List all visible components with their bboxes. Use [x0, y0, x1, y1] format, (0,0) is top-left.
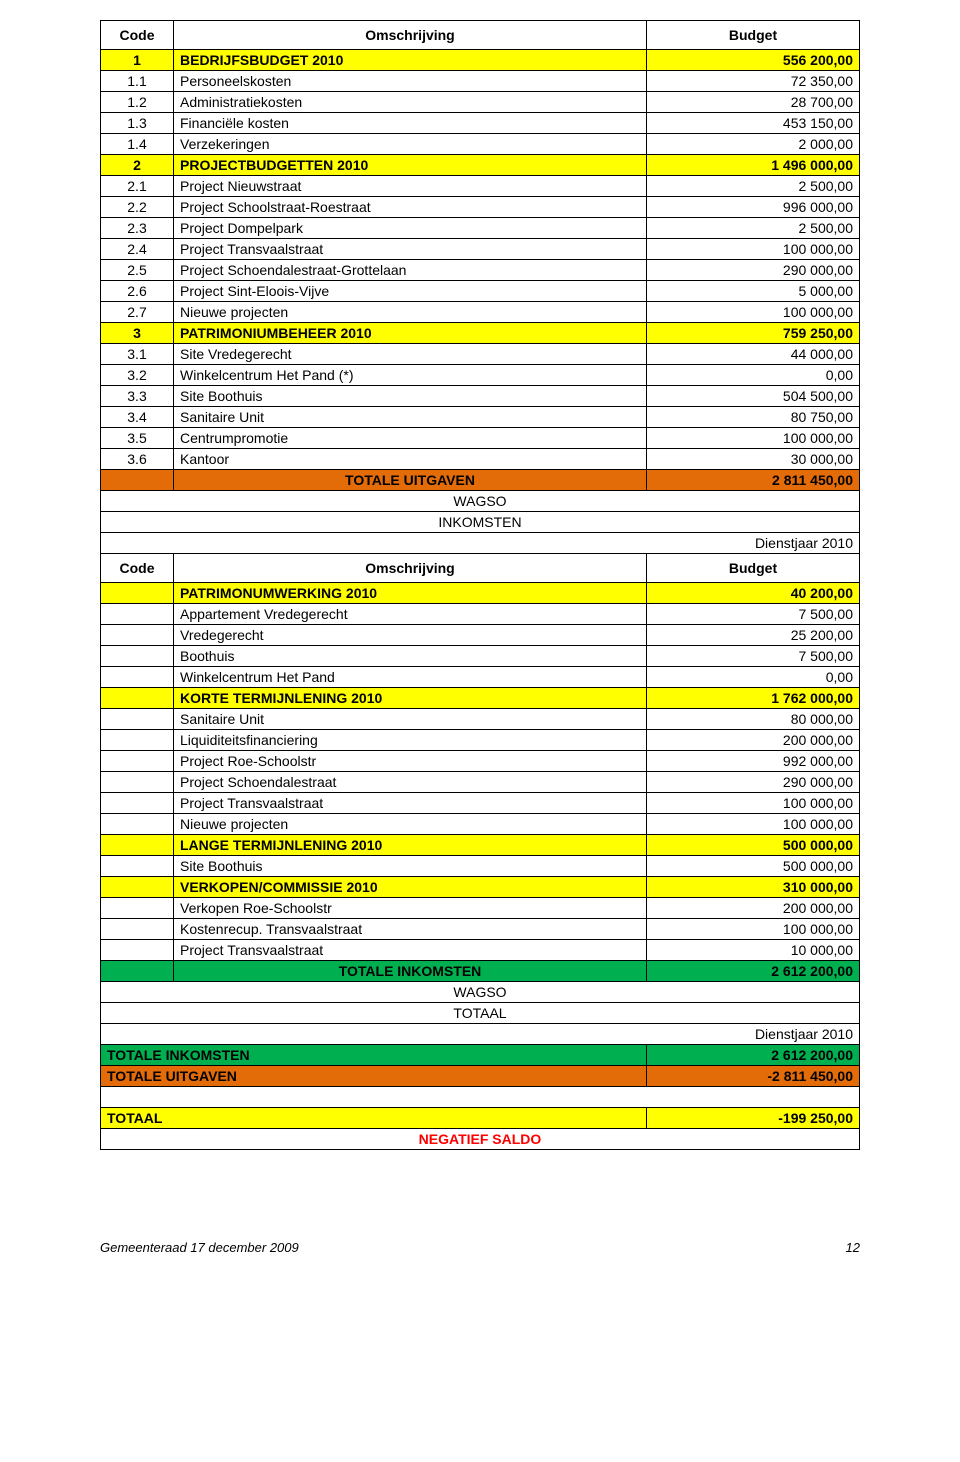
totaal-uitgaven-final: TOTALE UITGAVEN-2 811 450,00	[101, 1066, 860, 1087]
footer-left: Gemeenteraad 17 december 2009	[100, 1240, 299, 1255]
totaal-header: TOTAAL	[101, 1003, 860, 1024]
inkomsten-row: Project Schoendalestraat290 000,00	[101, 772, 860, 793]
inkomsten-row: Nieuwe projecten100 000,00	[101, 814, 860, 835]
uitgaven-row: 2.1Project Nieuwstraat2 500,00	[101, 176, 860, 197]
uitgaven-row: 3.3Site Boothuis504 500,00	[101, 386, 860, 407]
inkomsten-row: Kostenrecup. Transvaalstraat100 000,00	[101, 919, 860, 940]
inkomsten-row: LANGE TERMIJNLENING 2010500 000,00	[101, 835, 860, 856]
inkomsten-row: Appartement Vredegerecht7 500,00	[101, 604, 860, 625]
totaal-inkomsten-final: TOTALE INKOMSTEN2 612 200,00	[101, 1045, 860, 1066]
uitgaven-row: 2.4Project Transvaalstraat100 000,00	[101, 239, 860, 260]
inkomsten-header: INKOMSTEN	[101, 512, 860, 533]
uitgaven-row: 2.7Nieuwe projecten100 000,00	[101, 302, 860, 323]
totale-uitgaven-row: TOTALE UITGAVEN2 811 450,00	[101, 470, 860, 491]
spacer-row	[101, 1087, 860, 1108]
wagso-header: WAGSO	[101, 491, 860, 512]
inkomsten-row: Liquiditeitsfinanciering200 000,00	[101, 730, 860, 751]
uitgaven-row: 2.5Project Schoendalestraat-Grottelaan29…	[101, 260, 860, 281]
negatief-saldo-row: NEGATIEF SALDO	[101, 1129, 860, 1150]
inkomsten-row: Project Transvaalstraat10 000,00	[101, 940, 860, 961]
uitgaven-row: 1.2Administratiekosten28 700,00	[101, 92, 860, 113]
header-row-inkomsten: CodeOmschrijvingBudget	[101, 554, 860, 583]
footer-right: 12	[846, 1240, 860, 1255]
inkomsten-row: Vredegerecht25 200,00	[101, 625, 860, 646]
uitgaven-row: 2.3Project Dompelpark2 500,00	[101, 218, 860, 239]
inkomsten-row: Winkelcentrum Het Pand0,00	[101, 667, 860, 688]
uitgaven-row: 3.6Kantoor30 000,00	[101, 449, 860, 470]
uitgaven-row: 2.2Project Schoolstraat-Roestraat996 000…	[101, 197, 860, 218]
page-footer: Gemeenteraad 17 december 2009 12	[0, 1240, 960, 1275]
uitgaven-row: 1.3Financiële kosten453 150,00	[101, 113, 860, 134]
inkomsten-row: Sanitaire Unit80 000,00	[101, 709, 860, 730]
inkomsten-row: Project Transvaalstraat100 000,00	[101, 793, 860, 814]
inkomsten-row: Boothuis7 500,00	[101, 646, 860, 667]
uitgaven-row: 1.1Personeelskosten72 350,00	[101, 71, 860, 92]
wagso-header-2: WAGSO	[101, 982, 860, 1003]
inkomsten-row: VERKOPEN/COMMISSIE 2010310 000,00	[101, 877, 860, 898]
totale-inkomsten-row: TOTALE INKOMSTEN2 612 200,00	[101, 961, 860, 982]
dienstjaar-header-2: Dienstjaar 2010	[101, 1024, 860, 1045]
uitgaven-row: 1BEDRIJFSBUDGET 2010556 200,00	[101, 50, 860, 71]
inkomsten-row: Project Roe-Schoolstr992 000,00	[101, 751, 860, 772]
uitgaven-row: 3.4Sanitaire Unit80 750,00	[101, 407, 860, 428]
uitgaven-row: 1.4Verzekeringen2 000,00	[101, 134, 860, 155]
budget-table: CodeOmschrijvingBudget1BEDRIJFSBUDGET 20…	[100, 20, 860, 1150]
totaal-final-row: TOTAAL-199 250,00	[101, 1108, 860, 1129]
uitgaven-row: 3.1Site Vredegerecht44 000,00	[101, 344, 860, 365]
inkomsten-row: PATRIMONUMWERKING 201040 200,00	[101, 583, 860, 604]
inkomsten-row: Site Boothuis500 000,00	[101, 856, 860, 877]
inkomsten-row: KORTE TERMIJNLENING 20101 762 000,00	[101, 688, 860, 709]
uitgaven-row: 2PROJECTBUDGETTEN 20101 496 000,00	[101, 155, 860, 176]
dienstjaar-header: Dienstjaar 2010	[101, 533, 860, 554]
inkomsten-row: Verkopen Roe-Schoolstr200 000,00	[101, 898, 860, 919]
uitgaven-row: 2.6Project Sint-Eloois-Vijve5 000,00	[101, 281, 860, 302]
uitgaven-row: 3.5Centrumpromotie100 000,00	[101, 428, 860, 449]
header-row-uitgaven: CodeOmschrijvingBudget	[101, 21, 860, 50]
uitgaven-row: 3PATRIMONIUMBEHEER 2010759 250,00	[101, 323, 860, 344]
uitgaven-row: 3.2Winkelcentrum Het Pand (*)0,00	[101, 365, 860, 386]
